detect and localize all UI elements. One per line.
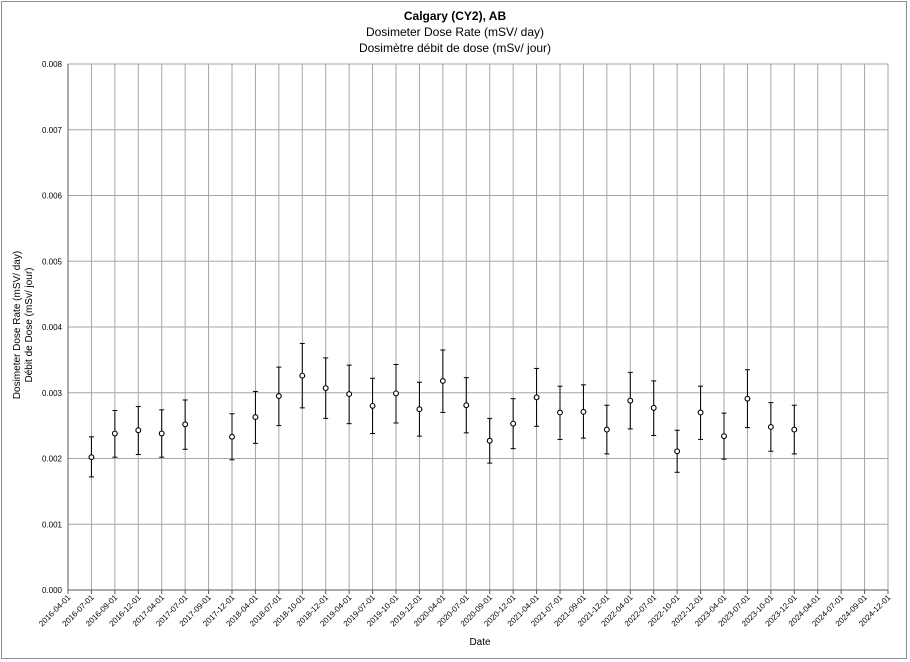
data-point [229, 433, 235, 440]
data-point [744, 395, 751, 402]
x-axis-label: Date [469, 637, 491, 648]
data-point [322, 385, 329, 392]
data-point [416, 406, 423, 413]
data-point [486, 437, 493, 444]
y-tick-label: 0.004 [42, 323, 63, 332]
data-point [627, 397, 634, 404]
data-point [346, 391, 353, 398]
data-point [275, 393, 282, 399]
data-point [650, 404, 657, 411]
data-point [697, 409, 704, 416]
data-point [767, 423, 774, 430]
data-point [393, 390, 399, 397]
data-point [252, 414, 259, 421]
data-point [111, 430, 118, 437]
data-point [299, 372, 306, 379]
y-tick-label: 0.002 [42, 455, 63, 464]
y-tick-label: 0.001 [42, 520, 63, 529]
data-point [791, 426, 798, 433]
data-point [439, 377, 446, 384]
data-point [158, 430, 165, 437]
title-block: Calgary (CY2), AB Dosimeter Dose Rate (m… [0, 8, 910, 56]
data-point [463, 402, 470, 409]
data-point [580, 408, 587, 415]
y-tick-label: 0.005 [42, 257, 63, 266]
x-tick-labels: 2016-04-012016-07-012016-09-012016-12-01… [37, 593, 893, 629]
y-tick-label: 0.006 [42, 192, 63, 201]
data-point [603, 426, 610, 433]
chart-subtitle-en: Dosimeter Dose Rate (mSV/ day) [365, 25, 545, 39]
y-tick-label: 0.003 [42, 389, 63, 398]
y-tick-label: 0.000 [42, 586, 63, 595]
grid-lines [67, 63, 889, 591]
data-point [88, 454, 95, 461]
y-tick-labels: 0.000 0.001 0.002 0.003 0.004 0.005 0.006 0.007… [42, 60, 63, 595]
data-point [510, 420, 517, 427]
data-point [135, 427, 142, 434]
data-points [88, 372, 798, 461]
data-point [369, 402, 376, 409]
data-point [533, 394, 540, 401]
data-point [721, 433, 727, 440]
data-point [674, 448, 681, 455]
y-tick-label: 0.008 [42, 60, 63, 69]
data-point [182, 421, 189, 428]
axes [67, 64, 889, 594]
y-tick-label: 0.007 [42, 126, 63, 135]
chart-subtitle-fr: Dosimètre débit de dose (mSv/ jour) [358, 41, 552, 55]
chart-title: Calgary (CY2), AB [403, 9, 507, 23]
data-point [557, 409, 563, 416]
